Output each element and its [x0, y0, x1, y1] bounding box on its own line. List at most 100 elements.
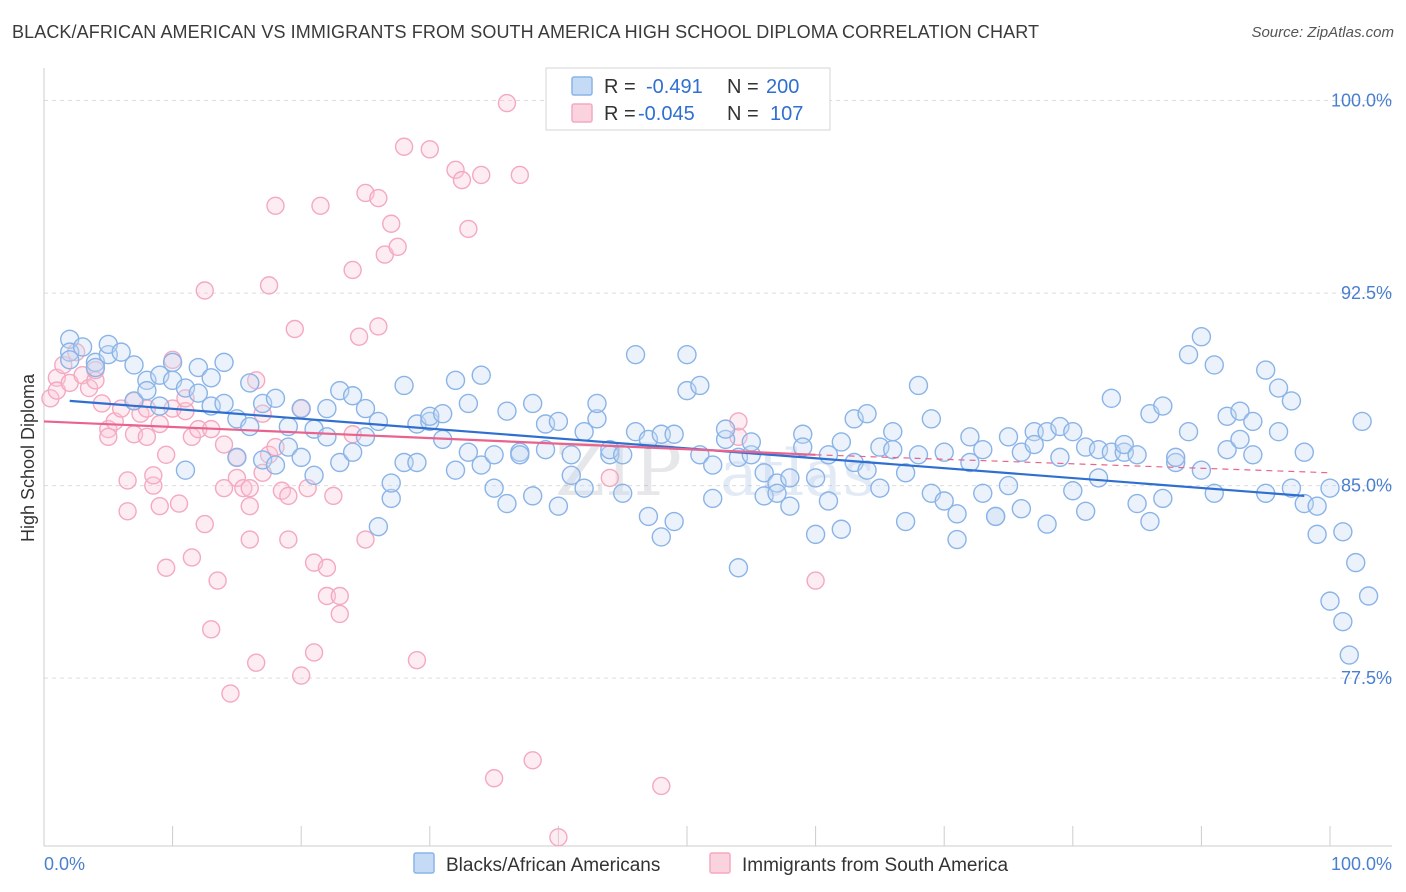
data-point-immigrants	[330, 586, 349, 606]
data-point-blacks	[703, 488, 723, 509]
data-point-blacks	[1063, 481, 1083, 501]
data-point-blacks	[1075, 501, 1096, 521]
data-point-blacks	[535, 439, 556, 460]
data-point-immigrants	[214, 435, 234, 454]
data-point-blacks	[780, 496, 800, 516]
data-point-blacks	[561, 465, 581, 486]
data-point-blacks	[1320, 591, 1340, 611]
data-point-blacks	[587, 393, 607, 414]
data-point-immigrants	[484, 769, 504, 788]
data-point-immigrants	[343, 260, 362, 280]
data-point-blacks	[1153, 488, 1173, 509]
data-point-blacks	[754, 463, 774, 483]
data-point-blacks	[1255, 360, 1276, 380]
data-point-immigrants	[446, 160, 465, 180]
data-point-blacks	[355, 427, 376, 447]
trend-line-immigrants	[43, 420, 816, 456]
data-point-immigrants	[208, 571, 227, 590]
data-point-immigrants	[266, 196, 285, 215]
data-point-immigrants	[369, 317, 388, 336]
data-point-blacks	[1063, 421, 1083, 442]
data-point-immigrants	[99, 427, 118, 447]
data-point-blacks	[1114, 434, 1134, 455]
series-legend-swatch-blue	[413, 852, 435, 874]
data-point-blacks	[162, 352, 183, 373]
data-point-blacks	[368, 411, 389, 432]
data-point-immigrants	[324, 486, 343, 506]
data-point-blacks	[690, 375, 710, 396]
data-point-immigrants	[510, 165, 530, 185]
data-point-immigrants	[118, 471, 137, 490]
data-point-blacks	[1281, 478, 1302, 498]
data-point-immigrants	[240, 530, 259, 549]
trend-line-immigrants-extrapolated	[815, 454, 1331, 474]
data-point-immigrants	[156, 445, 176, 464]
data-point-blacks	[60, 350, 80, 370]
data-point-blacks	[111, 342, 131, 362]
data-point-blacks	[394, 375, 414, 396]
data-point-blacks	[741, 432, 761, 452]
data-point-blacks	[651, 527, 671, 547]
data-point-blacks	[188, 357, 209, 378]
data-point-blacks	[960, 427, 980, 447]
series-legend-swatch-pink	[709, 852, 731, 874]
data-point-blacks	[793, 437, 813, 457]
data-point-blacks	[1191, 460, 1212, 480]
data-point-blacks	[240, 373, 260, 393]
data-point-blacks	[677, 344, 697, 365]
data-point-blacks	[805, 468, 826, 488]
data-point-blacks	[574, 478, 594, 498]
data-point-immigrants	[452, 170, 472, 190]
data-point-blacks	[548, 411, 569, 432]
data-point-blacks	[458, 442, 479, 462]
data-point-blacks	[870, 478, 890, 498]
legend-r-label-blue: R =	[604, 76, 636, 98]
stats-legend-box	[545, 67, 831, 131]
watermark-zip: ZIP	[555, 428, 682, 512]
data-point-immigrants	[246, 653, 266, 672]
data-point-blacks	[985, 506, 1006, 527]
data-point-immigrants	[240, 496, 259, 516]
data-point-blacks	[767, 483, 787, 504]
data-point-blacks	[1307, 496, 1327, 516]
data-point-blacks	[1127, 445, 1147, 465]
y-tick-label: 100.0%	[1331, 91, 1392, 111]
data-point-blacks	[330, 452, 350, 473]
data-point-blacks	[1307, 524, 1327, 545]
data-point-blacks	[214, 352, 234, 373]
data-point-blacks	[1204, 483, 1224, 504]
data-point-immigrants	[144, 466, 163, 485]
data-point-blacks	[1230, 401, 1250, 421]
legend-r-value-pink: -0.045	[638, 103, 695, 125]
data-point-blacks	[432, 404, 453, 424]
data-point-immigrants	[317, 558, 337, 577]
data-point-blacks	[137, 380, 157, 401]
series-legend: Blacks/African Americans Immigrants from…	[413, 852, 1009, 876]
data-point-immigrants	[472, 165, 491, 185]
data-point-immigrants	[182, 548, 202, 567]
data-point-blacks	[1320, 478, 1340, 498]
x-label-right: 100.0%	[1331, 854, 1392, 874]
y-tick-label: 77.5%	[1341, 668, 1392, 688]
data-point-immigrants	[195, 514, 214, 534]
data-point-blacks	[407, 452, 427, 473]
data-point-immigrants	[652, 776, 671, 796]
data-point-immigrants	[150, 496, 169, 516]
data-point-blacks	[201, 368, 221, 388]
data-point-blacks	[317, 398, 337, 419]
y-tick-labels: 100.0% 92.5% 85.0% 77.5%	[1331, 91, 1392, 689]
data-point-blacks	[522, 393, 543, 414]
data-point-blacks	[445, 460, 466, 480]
data-point-blacks	[458, 393, 479, 414]
data-point-immigrants	[420, 140, 439, 159]
data-point-blacks	[265, 455, 286, 475]
data-point-blacks	[291, 447, 311, 468]
legend-r-label-pink: R =	[604, 103, 636, 125]
data-point-blacks	[342, 386, 363, 406]
data-point-blacks	[1011, 499, 1032, 519]
data-point-immigrants	[144, 476, 163, 495]
data-point-blacks	[1037, 514, 1057, 534]
data-point-immigrants	[407, 650, 427, 670]
data-point-immigrants	[600, 468, 620, 488]
